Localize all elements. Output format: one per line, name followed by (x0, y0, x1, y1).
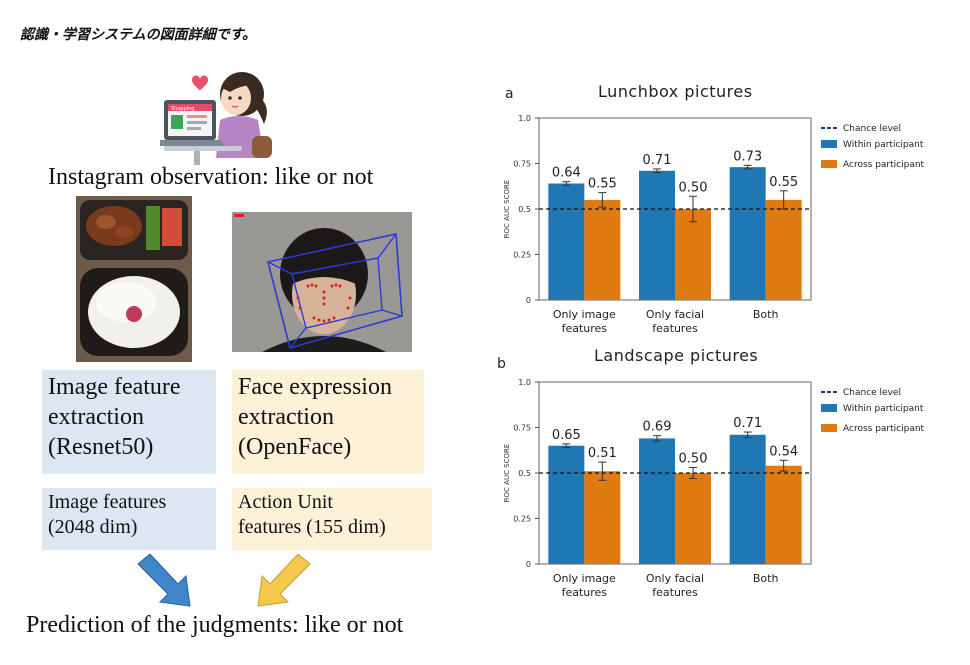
box-line: extraction (48, 404, 144, 430)
page-caption: 認識・学習システムの図面詳細です。 (20, 27, 257, 43)
bar (639, 170, 675, 300)
bar (548, 183, 585, 300)
bar (584, 471, 621, 564)
yellow-arrow-icon (257, 554, 311, 607)
x-tick-label: features (652, 322, 698, 335)
legend-swatch (821, 140, 837, 148)
panel-letter-a: a (505, 86, 514, 102)
data-label: 0.71 (733, 416, 762, 431)
legend-label: Within participant (843, 404, 924, 414)
y-tick-label: 0 (526, 560, 531, 569)
face-expression-extraction-box: Face expression extraction (OpenFace) (232, 370, 424, 474)
x-tick-label: Both (753, 572, 779, 585)
face-photo (232, 212, 412, 352)
box-line: features (155 dim) (238, 516, 386, 538)
bar (675, 209, 711, 300)
prediction-label: Prediction of the judgments: like or not (26, 612, 404, 638)
x-tick-label: Only facial (646, 308, 704, 321)
y-tick-label: 0.25 (513, 515, 531, 524)
x-tick-label: features (562, 322, 608, 335)
bar (584, 199, 621, 300)
y-tick-label: 0.25 (513, 251, 531, 260)
data-label: 0.69 (643, 420, 672, 435)
box-line: (OpenFace) (238, 434, 352, 460)
legend-label: Chance level (843, 388, 901, 398)
box-line: extraction (238, 404, 334, 430)
bar (765, 199, 802, 300)
panel-letter-b: b (497, 356, 506, 372)
data-label: 0.55 (588, 177, 617, 192)
image-features-box: Image features (2048 dim) (42, 488, 216, 550)
image-feature-extraction-box: Image feature extraction (Resnet50) (42, 370, 216, 474)
data-label: 0.50 (679, 452, 708, 467)
y-tick-label: 0.5 (518, 205, 531, 214)
y-tick-label: 0.75 (513, 160, 531, 169)
y-axis-label: ROC AUC SCORE (503, 180, 511, 239)
laptop-screen-text: Shopping (171, 106, 194, 112)
lunchbox-photo (76, 196, 192, 362)
legend-label: Across participant (843, 424, 925, 434)
chart-title-b: Landscape pictures (594, 346, 759, 365)
box-line: (2048 dim) (48, 516, 138, 538)
y-axis-label: ROC AUC SCORE (503, 444, 511, 503)
woman-laptop-illustration: Shopping (160, 72, 272, 165)
x-tick-label: features (562, 586, 608, 599)
bar (765, 465, 802, 564)
box-line: Action Unit (238, 491, 333, 513)
arrows (137, 554, 311, 607)
legend-label: Within participant (843, 140, 924, 150)
chart-landscape: 0 0.25 0.5 0.75 1.0 ROC AUC SCORE 0.65 0.51 Only… (503, 378, 925, 599)
box-line: Image features (48, 491, 167, 513)
data-label: 0.73 (733, 149, 762, 164)
data-label: 0.54 (769, 444, 798, 459)
data-label: 0.50 (679, 180, 708, 195)
y-tick-label: 0.5 (518, 469, 531, 478)
action-unit-features-box: Action Unit features (155 dim) (232, 488, 432, 550)
y-tick-label: 1.0 (518, 378, 531, 387)
data-label: 0.55 (769, 175, 798, 190)
y-tick-label: 1.0 (518, 114, 531, 123)
chart-lunchbox: 0 0.25 0.5 0.75 1.0 ROC AUC SCORE 0.64 0.55 Only… (503, 114, 925, 335)
x-tick-label: features (652, 586, 698, 599)
bar (675, 473, 711, 564)
bar (729, 167, 766, 300)
box-line: Image feature (48, 374, 181, 400)
observation-label: Instagram observation: like or not (48, 164, 374, 190)
x-tick-label: Only facial (646, 572, 704, 585)
blue-arrow-icon (137, 554, 191, 607)
box-line: Face expression (238, 374, 392, 400)
box-line: (Resnet50) (48, 434, 154, 460)
legend-label: Across participant (843, 160, 925, 170)
data-label: 0.65 (552, 428, 581, 443)
bar (548, 445, 585, 564)
y-tick-label: 0 (526, 296, 531, 305)
bar (729, 434, 766, 564)
legend-swatch (821, 160, 837, 168)
data-label: 0.64 (552, 166, 581, 181)
heart-icon (192, 75, 208, 91)
chart-title-a: Lunchbox pictures (598, 82, 753, 101)
legend-swatch (821, 424, 837, 432)
legend-label: Chance level (843, 124, 901, 134)
x-tick-label: Only image (553, 572, 616, 585)
data-label: 0.71 (643, 153, 672, 168)
x-tick-label: Only image (553, 308, 616, 321)
bar (639, 438, 675, 564)
x-tick-label: Both (753, 308, 779, 321)
data-label: 0.51 (588, 446, 617, 461)
y-tick-label: 0.75 (513, 424, 531, 433)
legend-swatch (821, 404, 837, 412)
